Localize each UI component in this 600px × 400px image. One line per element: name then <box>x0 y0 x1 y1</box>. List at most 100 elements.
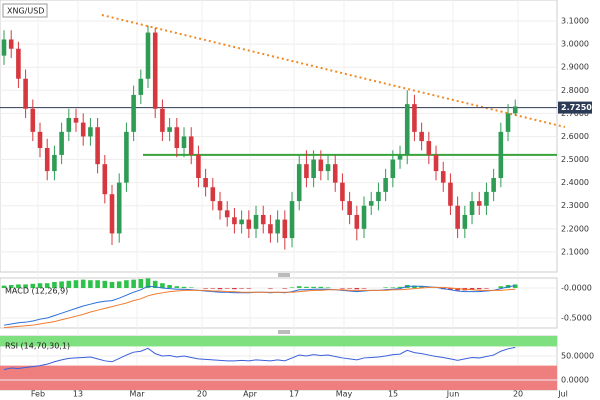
candle-body <box>332 164 338 183</box>
macd-histogram-bar <box>383 287 388 289</box>
x-tick-label: Jun <box>446 390 460 399</box>
candle-body <box>390 159 396 179</box>
x-tick-label: 17 <box>289 390 299 399</box>
x-tick-label: May <box>336 390 353 399</box>
macd-histogram-bar <box>498 286 504 289</box>
candle-body <box>361 205 367 229</box>
candle-body <box>347 201 352 215</box>
candle-body <box>8 39 14 49</box>
candle-body <box>433 154 439 172</box>
symbol-box <box>2 3 48 18</box>
y-tick-label: -0.5000 <box>561 313 592 322</box>
candle-body <box>152 32 158 109</box>
candle-body <box>145 32 151 79</box>
macd-histogram-bar <box>268 288 273 289</box>
candle-body <box>455 205 460 229</box>
candle-body <box>188 136 194 155</box>
y-tick-label: 2.2000 <box>561 224 589 233</box>
overbought-zone <box>0 336 557 347</box>
macd-histogram-bar <box>37 283 43 289</box>
candle-body <box>210 187 216 202</box>
candle-body <box>232 217 237 225</box>
macd-histogram-bar <box>304 286 309 289</box>
panel-handle[interactable] <box>278 273 290 277</box>
candle-body <box>116 182 122 234</box>
x-tick-label: Apr <box>243 390 258 399</box>
candle-body <box>462 214 468 229</box>
candle-body <box>30 108 36 132</box>
panel-handle[interactable] <box>278 330 290 334</box>
x-tick-label: 15 <box>388 390 398 399</box>
oversold-zone <box>0 365 557 390</box>
signal-line <box>3 286 516 329</box>
candle-body <box>167 127 172 132</box>
chart-title: XNG/USD <box>7 7 44 16</box>
candle-body <box>174 127 180 149</box>
macd-histogram-bar <box>239 288 244 289</box>
macd-histogram-bar <box>174 286 180 289</box>
macd-histogram-bar <box>167 285 172 289</box>
macd-panel <box>0 277 558 329</box>
candle-body <box>203 178 208 188</box>
macd-histogram-bar <box>419 286 424 289</box>
candle-body <box>16 48 21 79</box>
macd-histogram-bar <box>354 288 360 290</box>
candle-body <box>484 191 489 206</box>
x-tick-label: Feb <box>31 390 45 399</box>
candle-body <box>304 164 309 179</box>
macd-histogram-bar <box>52 282 57 289</box>
candle-body <box>44 148 50 172</box>
macd-histogram-bar <box>16 284 21 289</box>
candle-body <box>246 219 252 229</box>
y-tick-label: -0.0000 <box>561 284 592 293</box>
candle-body <box>376 191 381 202</box>
candle-body <box>239 219 244 225</box>
y-tick-label: 2.1000 <box>561 247 589 256</box>
macd-histogram-bar <box>30 283 36 289</box>
macd-histogram-bar <box>102 280 108 289</box>
macd-histogram-bar <box>44 283 50 289</box>
candle-body <box>368 201 374 206</box>
y-tick-label: 3.0000 <box>561 40 589 49</box>
macd-histogram-bar <box>124 280 129 289</box>
candle-body <box>340 182 345 202</box>
macd-title: MACD (12,26,9) <box>5 287 68 296</box>
candle-body <box>52 154 57 172</box>
candle-body <box>512 106 518 114</box>
y-tick-label: 3.1000 <box>561 17 589 26</box>
macd-histogram-bar <box>412 285 417 289</box>
macd-histogram-bar <box>484 288 489 289</box>
macd-histogram-bar <box>138 279 144 289</box>
macd-histogram-bar <box>318 286 324 289</box>
macd-histogram-bar <box>361 288 367 289</box>
macd-histogram-bar <box>282 288 288 289</box>
candle-body <box>318 159 324 172</box>
candle-body <box>440 171 446 183</box>
macd-histogram-bar <box>73 280 79 289</box>
macd-histogram-bar <box>131 279 136 289</box>
macd-histogram-bar <box>311 286 316 289</box>
macd-histogram-bar <box>347 288 352 289</box>
last-price-tag <box>558 101 592 114</box>
candle-body <box>73 117 79 123</box>
candle-body <box>275 219 280 234</box>
macd-histogram-bar <box>217 288 223 290</box>
candle-body <box>476 201 482 206</box>
candle-body <box>498 131 504 179</box>
macd-histogram-bar <box>109 282 115 289</box>
macd-histogram-bar <box>390 287 396 289</box>
candle-body <box>80 122 86 137</box>
macd-histogram-bar <box>181 286 187 289</box>
x-tick-label: Mar <box>129 390 145 399</box>
macd-histogram-bar <box>512 284 518 289</box>
candle-body <box>196 154 201 179</box>
candle-body <box>412 104 417 132</box>
macd-histogram-bar <box>188 287 194 289</box>
y-tick-label: 50.0000 <box>561 352 594 361</box>
macd-histogram-bar <box>203 288 208 289</box>
macd-histogram-bar <box>340 288 345 289</box>
candle-body <box>109 194 115 234</box>
candle-body <box>66 117 72 132</box>
macd-histogram-bar <box>469 288 475 290</box>
